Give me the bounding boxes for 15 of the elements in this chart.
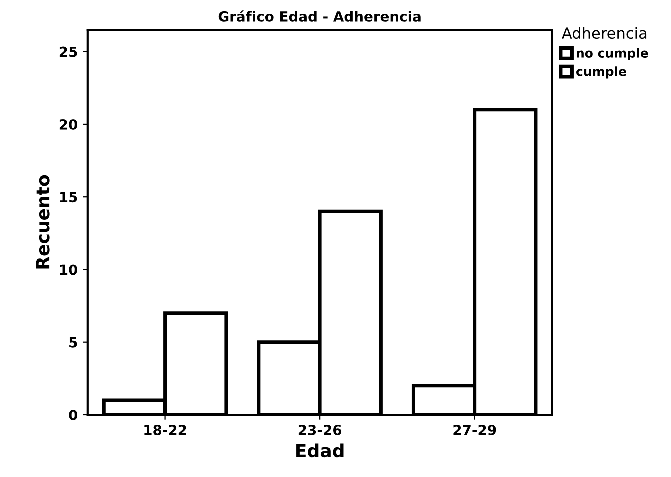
y-tick-label: 20 bbox=[60, 119, 78, 130]
legend-label: no cumple bbox=[577, 48, 648, 60]
x-tick-label: 23-26 bbox=[298, 424, 342, 436]
chart-title: Gráfico Edad - Adherencia bbox=[218, 10, 421, 22]
y-tick-label: 0 bbox=[69, 410, 78, 420]
legend-title: Adherencia bbox=[562, 27, 647, 40]
x-tick-label: 27-29 bbox=[454, 424, 496, 436]
legend-label: cumple bbox=[576, 66, 626, 79]
x-tick-label: 18-22 bbox=[144, 424, 186, 436]
y-tick-label: 5 bbox=[70, 338, 78, 348]
y-tick-label: 15 bbox=[60, 192, 78, 203]
y-tick-label: 10 bbox=[60, 264, 78, 276]
y-tick-label: 25 bbox=[60, 46, 78, 58]
x-axis-title: Edad bbox=[296, 444, 344, 458]
y-axis-title: Recuento bbox=[36, 175, 50, 269]
